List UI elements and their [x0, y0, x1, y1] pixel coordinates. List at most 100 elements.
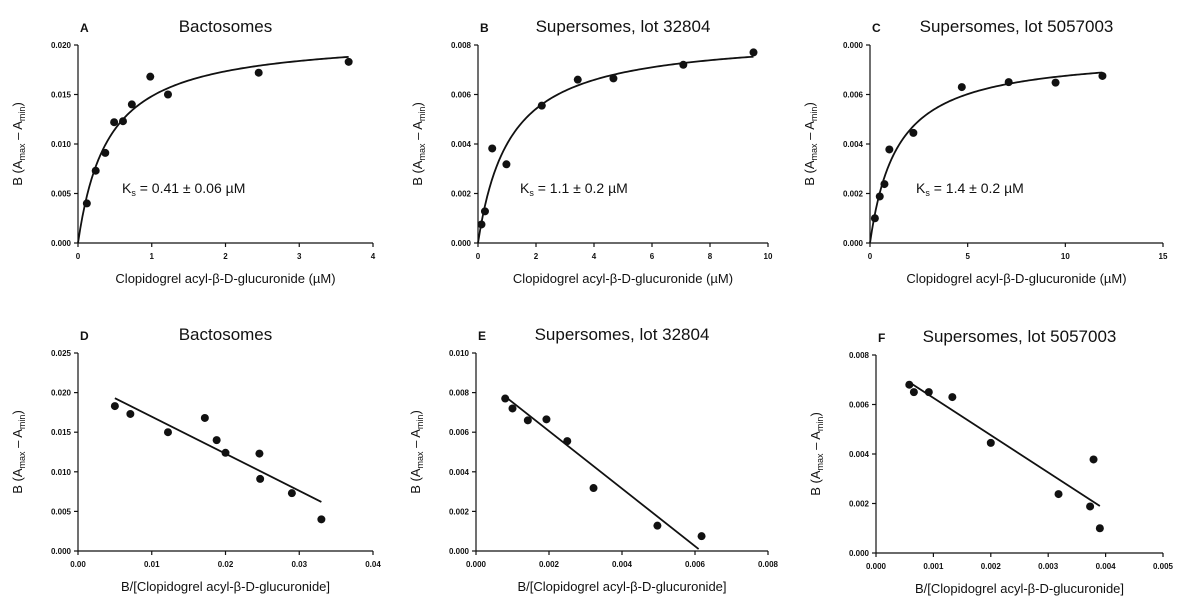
data-point — [697, 532, 706, 541]
y-tick-label: 0.004 — [843, 140, 864, 149]
x-tick-label: 5 — [965, 252, 970, 261]
x-tick-label: 15 — [1159, 252, 1168, 261]
y-tick-label: 0.010 — [51, 468, 72, 477]
data-point — [679, 60, 688, 69]
chart-title: Bactosomes — [179, 17, 273, 36]
data-point — [110, 118, 119, 127]
data-point — [502, 160, 511, 169]
y-axis-label: B (Amax – Amin) — [408, 410, 425, 494]
data-point — [1051, 78, 1060, 87]
fit-curve — [114, 397, 322, 503]
y-tick-label: 0.025 — [51, 349, 72, 358]
y-tick-label: 0.008 — [849, 351, 870, 360]
data-point — [91, 166, 100, 175]
x-tick-label: 0.03 — [291, 560, 307, 569]
data-point — [317, 515, 326, 524]
x-tick-label: 0.001 — [923, 562, 944, 571]
y-tick-label: 0.000 — [51, 547, 72, 556]
panel-letter: B — [480, 21, 489, 35]
fit-curve — [77, 55, 349, 244]
x-axis-label: Clopidogrel acyl-β-D-glucuronide (µM) — [513, 271, 733, 286]
y-tick-label: 0.002 — [849, 500, 870, 509]
y-tick-label: 0.015 — [51, 91, 72, 100]
data-point — [885, 145, 894, 154]
data-point — [563, 437, 572, 446]
data-point — [477, 220, 486, 229]
data-point — [488, 144, 497, 153]
panel-letter: C — [872, 21, 881, 35]
x-tick-label: 0.000 — [866, 562, 887, 571]
y-axis-label: B (Amax – Amin) — [808, 412, 825, 496]
x-tick-label: 0.01 — [144, 560, 160, 569]
data-point — [537, 101, 546, 110]
data-point — [501, 394, 510, 403]
y-tick-label: 0.004 — [449, 468, 470, 477]
x-tick-label: 4 — [371, 252, 376, 261]
panel-letter: D — [80, 329, 89, 343]
panel-a: A Bactosomes 0.000 0.005 0.010 0.015 0.020 0 1 2 3… — [10, 17, 376, 286]
x-tick-label: 0.04 — [365, 560, 381, 569]
y-tick-label: 0.005 — [51, 190, 72, 199]
y-tick-label: 0.002 — [843, 190, 864, 199]
chart-title: Bactosomes — [179, 325, 273, 344]
data-point — [212, 436, 221, 445]
ks-annotation: Ks = 0.41 ± 0.06 µM — [122, 180, 245, 198]
y-tick-label: 0.000 — [849, 549, 870, 558]
data-point — [1098, 71, 1107, 80]
panel-d: D Bactosomes 0.000 0.005 0.010 0.015 0.020 0.02… — [10, 325, 381, 594]
y-tick-label: 0.004 — [451, 140, 472, 149]
data-point — [589, 484, 598, 493]
data-point — [101, 148, 110, 157]
data-point — [480, 207, 489, 216]
ks-annotation: Ks = 1.4 ± 0.2 µM — [916, 180, 1024, 198]
x-tick-label: 0 — [868, 252, 873, 261]
y-tick-label: 0.004 — [849, 450, 870, 459]
data-point — [200, 413, 209, 422]
y-tick-label: 0.000 — [843, 239, 864, 248]
x-tick-label: 8 — [708, 252, 713, 261]
x-axis-label: B/[Clopidogrel acyl-β-D-glucuronide] — [517, 579, 726, 594]
fit-curve — [477, 55, 754, 244]
x-tick-label: 0.004 — [1096, 562, 1117, 571]
x-tick-label: 0 — [476, 252, 481, 261]
x-axis-label: B/[Clopidogrel acyl-β-D-glucuronide] — [121, 579, 330, 594]
y-tick-label: 0.000 — [451, 239, 472, 248]
y-tick-label: 0.008 — [449, 389, 470, 398]
data-point — [287, 489, 296, 498]
x-tick-label: 4 — [592, 252, 597, 261]
x-axis-label: B/[Clopidogrel acyl-β-D-glucuronide] — [915, 581, 1124, 596]
data-point — [905, 380, 914, 389]
y-tick-label: 0.006 — [843, 91, 864, 100]
panel-f: F Supersomes, lot 5057003 0.000 0.002 0.004 0… — [808, 327, 1174, 596]
data-point — [508, 404, 517, 413]
data-point — [255, 449, 264, 458]
data-point — [749, 48, 758, 57]
data-point — [118, 117, 127, 126]
data-point — [1095, 524, 1104, 533]
y-tick-label: 0.006 — [849, 401, 870, 410]
x-tick-label: 10 — [764, 252, 773, 261]
y-tick-label: 0.020 — [51, 389, 72, 398]
panel-letter: F — [878, 331, 885, 345]
x-tick-label: 0.004 — [612, 560, 633, 569]
x-axis-label: Clopidogrel acyl-β-D-glucuronide (µM) — [906, 271, 1126, 286]
panel-letter: A — [80, 21, 89, 35]
y-tick-label: 0.000 — [843, 41, 864, 50]
data-point — [948, 393, 957, 402]
data-point — [523, 416, 532, 425]
y-axis-label: B (Amax – Amin) — [410, 102, 427, 186]
y-tick-label: 0.005 — [51, 507, 72, 516]
chart-title: Supersomes, lot 32804 — [536, 17, 711, 36]
x-tick-label: 10 — [1061, 252, 1070, 261]
data-point — [82, 199, 91, 208]
panel-e: E Supersomes, lot 32804 0.000 0.002 0.004 0.0… — [408, 325, 779, 594]
y-tick-label: 0.006 — [451, 91, 472, 100]
x-tick-label: 0.003 — [1038, 562, 1059, 571]
data-point — [163, 428, 172, 437]
data-point — [221, 448, 230, 457]
x-tick-label: 0.008 — [758, 560, 779, 569]
y-tick-label: 0.002 — [451, 190, 472, 199]
data-point — [986, 438, 995, 447]
data-point — [163, 90, 172, 99]
